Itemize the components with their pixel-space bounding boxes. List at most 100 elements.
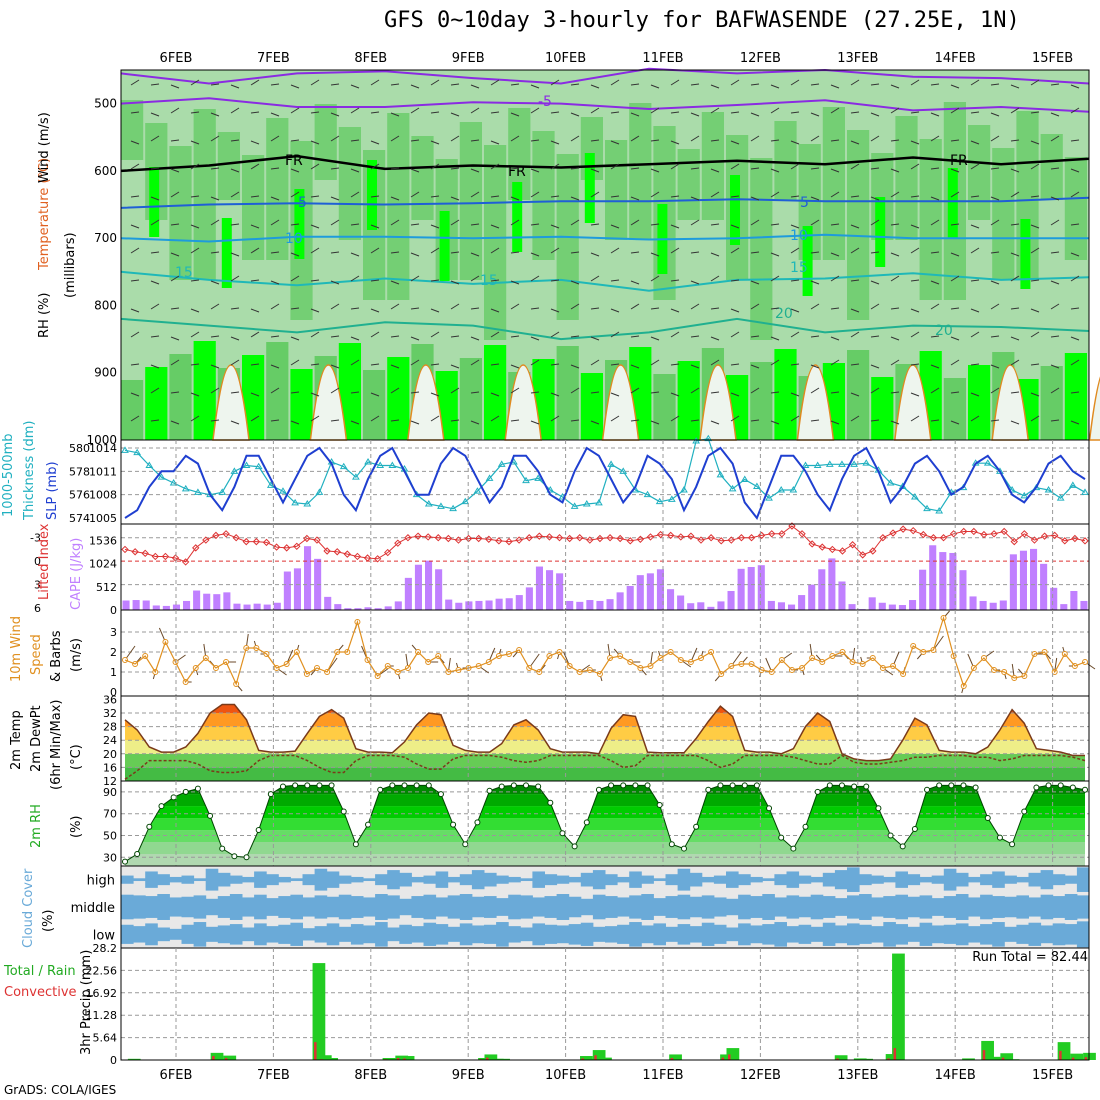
cape-bar xyxy=(152,605,160,610)
wind-barb xyxy=(410,84,420,89)
cloud-bar xyxy=(1052,874,1066,886)
wind-barb xyxy=(510,196,520,201)
cape-bar xyxy=(243,604,251,610)
cloud-bar xyxy=(1004,926,1017,942)
rh-marker xyxy=(377,786,384,793)
wind-barb xyxy=(830,191,840,198)
wind-barb xyxy=(390,251,400,254)
wind-barb xyxy=(510,135,520,142)
cape-bar xyxy=(707,606,715,610)
cape-bar xyxy=(959,570,967,610)
cloud-bar xyxy=(822,922,836,946)
wind-barb xyxy=(970,363,980,366)
wind-barb xyxy=(870,280,880,285)
cloud-bar xyxy=(592,870,606,890)
cloud-bar xyxy=(689,896,703,918)
wind-barb xyxy=(290,252,300,257)
wind-barb xyxy=(410,275,420,282)
cape-bar xyxy=(475,600,483,610)
wind-barb xyxy=(250,195,260,198)
cloud-bar xyxy=(326,923,340,946)
wind-barb xyxy=(590,252,600,257)
wind-barb xyxy=(210,112,220,117)
rh-marker xyxy=(279,783,286,790)
rh-band-low xyxy=(363,370,386,440)
cloud-bar xyxy=(387,895,400,919)
wind-barb xyxy=(250,247,260,254)
wind-barb xyxy=(1070,391,1080,394)
cloud-bar xyxy=(1004,875,1017,884)
li-marker xyxy=(757,531,766,540)
convective-bar xyxy=(581,1058,585,1060)
rh-marker xyxy=(486,787,493,794)
li-marker xyxy=(848,541,857,549)
contour-label: FR xyxy=(285,153,303,169)
rh-band xyxy=(919,139,942,300)
wind-barb xyxy=(310,79,320,86)
wind-barb xyxy=(410,307,420,310)
cloud-bar xyxy=(1076,921,1090,948)
rh-band xyxy=(822,107,845,260)
wind-barb xyxy=(430,392,440,397)
cloud-bar xyxy=(907,926,921,942)
convective-bar xyxy=(836,1058,839,1060)
cloud-bar xyxy=(278,896,291,918)
cape-bar xyxy=(263,604,271,610)
wind-barb xyxy=(230,420,240,425)
wind-barb xyxy=(370,392,380,397)
wind-barb xyxy=(990,419,1000,422)
wind-barb xyxy=(630,387,640,394)
wind-barb xyxy=(930,167,940,170)
thickness-marker xyxy=(740,475,749,482)
date-label-bottom: 15FEB xyxy=(1032,1068,1073,1083)
thickness-marker xyxy=(242,461,251,468)
li-marker xyxy=(212,531,220,540)
wind-barb xyxy=(150,387,160,394)
rh-band-low xyxy=(677,361,700,440)
rh-marker xyxy=(608,782,615,789)
precip-tick: 5.64 xyxy=(93,1032,118,1045)
cloud-bar xyxy=(653,898,666,916)
convective-bar xyxy=(212,1056,215,1060)
wind-barb xyxy=(470,107,480,114)
li-marker xyxy=(121,545,129,554)
cloud-level-label: middle xyxy=(71,901,115,916)
li-marker xyxy=(869,547,877,555)
rh-marker xyxy=(656,801,663,808)
wind-barb xyxy=(610,79,620,86)
wind-barb xyxy=(330,135,340,142)
wind-barb xyxy=(910,247,920,254)
thickness-marker xyxy=(680,486,688,493)
wind-barb xyxy=(670,247,680,254)
convective-bar xyxy=(887,1058,890,1060)
axis-label-temp: 2m DewPt xyxy=(29,705,44,772)
cloud-bar xyxy=(375,894,388,920)
cloud-bar xyxy=(399,924,412,944)
wind-barb xyxy=(310,331,320,338)
cloud-bar xyxy=(181,896,195,918)
wind-barb xyxy=(290,168,300,173)
wind-barb xyxy=(1050,112,1060,117)
wind-barb xyxy=(370,279,380,282)
wind-barb xyxy=(570,419,580,422)
thickness-line xyxy=(124,438,1086,512)
wind-barb xyxy=(210,335,220,338)
wind-barb xyxy=(1050,251,1060,254)
wind-barb xyxy=(470,139,480,142)
wind-barb xyxy=(130,79,140,86)
cloud-bar xyxy=(205,926,219,942)
li-tick: 6 xyxy=(34,602,41,615)
precip-bar xyxy=(490,1058,504,1060)
rh-band xyxy=(217,132,240,200)
wind-barb xyxy=(430,79,440,86)
wind-barb xyxy=(710,252,720,257)
rh-band xyxy=(750,158,773,340)
wind-barb xyxy=(1070,307,1080,310)
wind-barb xyxy=(970,247,980,254)
page-title: GFS 0~10day 3-hourly for BAFWASENDE (27.… xyxy=(384,8,1020,33)
wind-barb xyxy=(710,84,720,89)
wind-barb xyxy=(590,84,600,89)
wind-barb xyxy=(910,111,920,114)
wind-barb xyxy=(330,112,340,117)
cloud-bar xyxy=(484,924,497,944)
